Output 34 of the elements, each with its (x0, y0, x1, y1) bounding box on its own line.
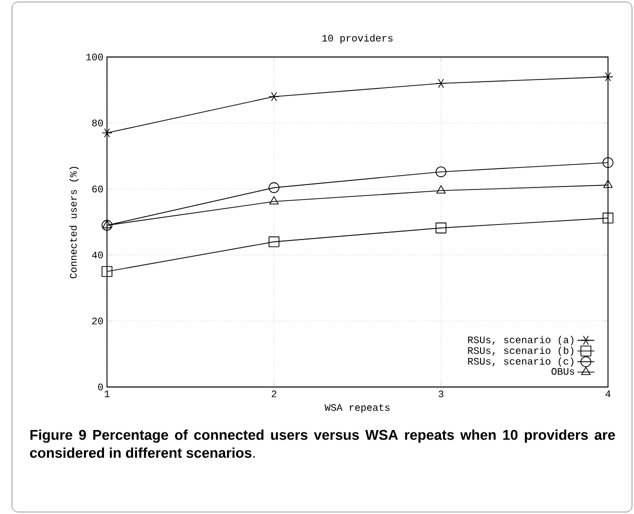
point (602, 212, 614, 224)
point (268, 92, 280, 102)
point (436, 222, 446, 234)
y-tick-label: 100 (86, 54, 103, 60)
point (102, 220, 112, 231)
point (436, 78, 446, 88)
text: Figure 9 Percentage of connected users versus WSA repeats when 10 providers are considered in different scenarios. (30, 430, 615, 458)
y-tick-label: 60 (92, 186, 103, 192)
point (602, 72, 614, 82)
x-axis-title: WSA repeats (324, 404, 390, 413)
point (268, 236, 280, 248)
y-tick-label: 20 (92, 318, 103, 324)
point (102, 128, 112, 138)
y-tick-label: 0 (98, 384, 103, 390)
point (102, 220, 112, 228)
legend-label: OBUs (552, 368, 574, 375)
x-tick-label: 4 (606, 390, 610, 398)
legend-label: RSUs, scenario (a) (468, 336, 574, 346)
y-tick-label: 80 (92, 120, 103, 126)
legend-label: RSUs, scenario (c) (468, 357, 574, 367)
x-tick-label: 2 (272, 390, 276, 398)
point (268, 182, 280, 194)
chart-title: 10 providers (322, 34, 393, 44)
point (436, 185, 446, 194)
y-tick-label: 40 (92, 252, 103, 258)
point (602, 157, 614, 168)
x-tick-label: 1 (104, 390, 110, 398)
y-axis-title: Connected users (%) (69, 166, 79, 278)
point (102, 266, 112, 277)
point (603, 180, 613, 188)
point (436, 166, 446, 178)
legend-label: RSUs, scenario (b) (468, 346, 574, 356)
point (269, 196, 279, 204)
x-tick-label: 3 (438, 390, 444, 398)
